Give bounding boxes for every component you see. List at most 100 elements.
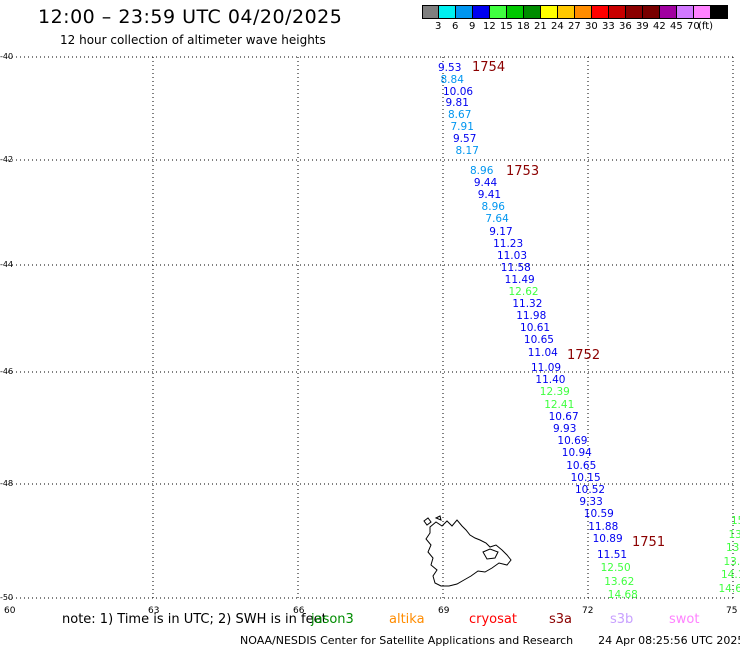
color-scale-label: 70 bbox=[687, 21, 700, 32]
wave-height-reading: 9.33 bbox=[579, 496, 603, 509]
latitude-label: -50 bbox=[0, 593, 14, 602]
wave-height-reading: 8.96 bbox=[470, 165, 494, 177]
color-scale-label: 24 bbox=[551, 21, 564, 32]
wave-height-reading: 10.06 bbox=[443, 85, 474, 98]
color-scale-label: 18 bbox=[517, 21, 530, 32]
color-scale bbox=[422, 5, 728, 19]
wave-height-reading: 12.62 bbox=[508, 286, 539, 298]
satellite-label-altika: altika bbox=[389, 612, 425, 627]
color-swatch bbox=[575, 5, 592, 19]
color-swatch bbox=[643, 5, 660, 19]
wave-height-reading: 13.7 bbox=[723, 555, 740, 568]
footer: NOAA/NESDIS Center for Satellite Applica… bbox=[240, 634, 740, 647]
latitude-label: -46 bbox=[0, 367, 14, 376]
wave-height-reading: 8.67 bbox=[448, 109, 472, 122]
wave-height-reading: 11.40 bbox=[535, 374, 566, 387]
color-scale-label: 15 bbox=[500, 21, 513, 32]
kerguelen-islands-outline bbox=[423, 515, 512, 587]
wave-height-reading: 12.41 bbox=[544, 398, 575, 411]
longitude-label: 63 bbox=[148, 606, 160, 616]
track-id-label: 1751 bbox=[632, 535, 666, 550]
wave-height-reading: 10.67 bbox=[548, 410, 579, 423]
wave-height-reading: 10.59 bbox=[583, 508, 614, 521]
color-scale-label: 3 bbox=[435, 21, 442, 32]
wave-height-reading: 9.57 bbox=[453, 132, 477, 145]
wave-height-reading: 7.91 bbox=[450, 121, 474, 133]
wave-height-reading: 8.84 bbox=[440, 73, 464, 86]
wave-height-reading: 11.88 bbox=[588, 520, 619, 533]
satellite-label-swot: swot bbox=[669, 612, 700, 627]
map-title: 12:00 – 23:59 UTC 04/20/2025 bbox=[38, 6, 343, 28]
wave-height-reading: 11.51 bbox=[597, 549, 628, 561]
wave-height-reading: 11.03 bbox=[496, 249, 527, 262]
track-id-label: 1753 bbox=[506, 164, 540, 179]
satellite-label-cryosat: cryosat bbox=[469, 612, 517, 627]
wave-height-reading: 11.23 bbox=[493, 237, 524, 250]
color-swatch bbox=[711, 5, 728, 19]
longitude-label: 69 bbox=[438, 606, 450, 616]
wave-height-reading: 9.17 bbox=[489, 225, 513, 238]
color-swatch bbox=[558, 5, 575, 19]
satellite-label-s3b: s3b bbox=[610, 612, 634, 627]
wave-height-reading: 9.93 bbox=[553, 423, 577, 435]
color-swatch bbox=[592, 5, 609, 19]
color-swatch bbox=[524, 5, 541, 19]
wave-height-reading: 8.17 bbox=[455, 144, 479, 157]
wave-height-reading: 12.39 bbox=[539, 386, 570, 399]
color-scale-label: 6 bbox=[452, 21, 459, 32]
wave-height-reading: 10.69 bbox=[557, 435, 588, 448]
wave-height-reading: 10.15 bbox=[570, 471, 601, 484]
wave-height-reading: 11.04 bbox=[527, 346, 558, 359]
footer-credit: NOAA/NESDIS Center for Satellite Applica… bbox=[240, 634, 574, 647]
wave-height-reading: 11.98 bbox=[516, 310, 547, 323]
latitude-label: -40 bbox=[0, 52, 14, 61]
color-scale-label: 36 bbox=[619, 21, 632, 32]
wave-height-reading: 7.64 bbox=[485, 213, 509, 226]
color-swatch bbox=[541, 5, 558, 19]
latitude-label: -44 bbox=[0, 260, 14, 269]
color-scale-label: 33 bbox=[602, 21, 615, 32]
wave-height-reading: 11.32 bbox=[512, 298, 543, 311]
color-scale-label: 42 bbox=[653, 21, 666, 32]
wave-height-reading: 13.62 bbox=[604, 575, 635, 588]
color-swatch bbox=[490, 5, 507, 19]
color-scale-label: 39 bbox=[636, 21, 649, 32]
wave-height-reading: 10.65 bbox=[566, 459, 597, 472]
color-swatch bbox=[660, 5, 677, 19]
track-id-label: 1752 bbox=[567, 348, 601, 363]
wave-height-reading: 13. bbox=[728, 528, 740, 541]
latitude-label: -48 bbox=[0, 479, 14, 488]
wave-height-reading: 14.68 bbox=[607, 589, 638, 602]
wave-height-reading: 10.65 bbox=[523, 334, 554, 347]
color-scale-label: 21 bbox=[534, 21, 547, 32]
wave-height-reading: 10.94 bbox=[561, 447, 592, 460]
wave-height-reading: 11.58 bbox=[500, 261, 531, 274]
wave-height-reading: 11.09 bbox=[531, 362, 562, 374]
color-scale-label: 12 bbox=[483, 21, 496, 32]
footer-timestamp: 24 Apr 08:25:56 UTC 2025 bbox=[598, 634, 740, 647]
color-scale-label: 30 bbox=[585, 21, 598, 32]
longitude-label: 75 bbox=[726, 606, 738, 616]
graticule bbox=[8, 56, 735, 599]
latitude-label: -42 bbox=[0, 155, 14, 164]
color-swatch bbox=[439, 5, 456, 19]
wave-height-reading: 10.89 bbox=[592, 532, 623, 545]
longitude-label: 66 bbox=[293, 606, 305, 616]
color-swatch bbox=[626, 5, 643, 19]
track-id-label: 1754 bbox=[472, 60, 506, 75]
satellite-label-jason3: jason3 bbox=[311, 612, 354, 627]
color-swatch bbox=[507, 5, 524, 19]
wave-height-reading: 9.81 bbox=[445, 97, 469, 110]
color-swatch bbox=[694, 5, 711, 19]
color-scale-label: 27 bbox=[568, 21, 581, 32]
wave-height-reading: 10.61 bbox=[520, 322, 551, 335]
wave-height-reading: 10.52 bbox=[575, 484, 606, 496]
wave-height-reading: 15 bbox=[731, 515, 740, 527]
wave-height-reading: 13. bbox=[726, 542, 740, 554]
color-swatch bbox=[473, 5, 490, 19]
satellite-label-s3a: s3a bbox=[549, 612, 573, 627]
wave-height-reading: 11.49 bbox=[504, 273, 535, 286]
wave-height-reading: 9.41 bbox=[477, 189, 502, 202]
longitude-label: 72 bbox=[582, 606, 594, 616]
